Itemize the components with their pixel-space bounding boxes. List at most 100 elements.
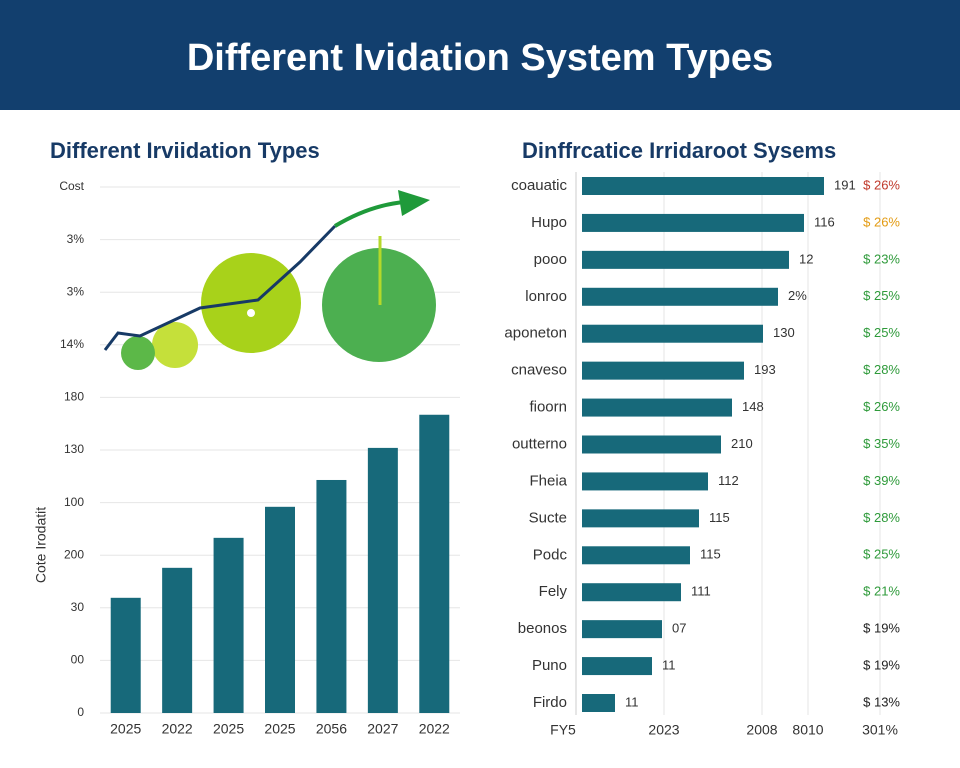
x-tick-label: 2022 (419, 721, 450, 737)
price-label: $ 13% (863, 694, 900, 709)
y-tick-label: aponeton (504, 325, 567, 342)
bubble (121, 336, 155, 370)
price-label: $ 39% (863, 473, 900, 488)
price-label: $ 28% (863, 362, 900, 377)
bar-label: 12 (799, 251, 813, 266)
y-tick-label: 130 (64, 442, 84, 456)
bar (582, 361, 744, 380)
bar-label: 11 (662, 658, 676, 673)
bar-label: 130 (773, 325, 795, 340)
decor-dot (247, 309, 255, 317)
bar (582, 583, 681, 602)
x-tick-label: 2022 (162, 721, 193, 737)
trend-arrow (333, 200, 406, 228)
y-tick-label: Podc (533, 546, 568, 563)
x-tick-label: 8010 (792, 722, 823, 738)
bar (582, 287, 778, 306)
bar (213, 537, 244, 713)
y-tick-label: 0 (77, 705, 84, 719)
y-tick-label: 180 (64, 390, 84, 404)
y-tick-label: 200 (64, 547, 84, 561)
bar (162, 567, 193, 713)
price-label: $ 19% (863, 658, 900, 673)
price-label: $ 19% (863, 621, 900, 636)
bar (582, 177, 824, 195)
x-tick-label: 2023 (648, 722, 679, 738)
x-tick-label: 2025 (110, 721, 141, 737)
x-tick-label: 2025 (264, 721, 295, 737)
bar-label: 115 (700, 547, 721, 562)
bar-label: 112 (718, 473, 739, 488)
x-tick-label: 301% (862, 722, 898, 738)
y-tick-label: 14% (60, 337, 84, 351)
price-label: $ 25% (863, 547, 900, 562)
y-tick-label: Hupo (531, 214, 567, 231)
y-tick-label: fioorn (529, 399, 567, 416)
y-tick-label: cnaveso (511, 362, 567, 379)
bar-label: 210 (731, 436, 753, 451)
y-tick-label: 00 (71, 653, 85, 667)
price-label: $ 28% (863, 510, 900, 525)
price-label: $ 26% (863, 399, 900, 414)
bar (419, 414, 450, 713)
bar (582, 620, 662, 639)
chart-title: Dinffrcatice Irridaroot Sysems (522, 138, 836, 163)
bar (582, 398, 732, 417)
y-tick-label: Puno (532, 657, 567, 674)
bar (582, 509, 699, 528)
bar-label: 2% (788, 288, 807, 303)
header-band (0, 0, 960, 110)
bar (582, 472, 708, 491)
price-label: $ 26% (863, 177, 900, 192)
y-tick-label: Fely (539, 583, 568, 600)
bar (316, 479, 347, 713)
bar-label: 111 (691, 584, 711, 599)
bubble (152, 322, 198, 368)
price-label: $ 26% (863, 214, 900, 229)
decoration (103, 190, 436, 370)
x-tick-label: 2056 (316, 721, 347, 737)
page-title: Different Ividation System Types (187, 37, 773, 79)
bar-label: 116 (814, 214, 835, 229)
bar (582, 213, 804, 232)
price-label: $ 21% (863, 584, 900, 599)
y-tick-label: pooo (534, 251, 567, 268)
bar (582, 250, 789, 269)
price-label: $ 35% (863, 436, 900, 451)
x-tick-label: 2027 (367, 721, 398, 737)
price-label: $ 23% (863, 251, 900, 266)
bar (582, 324, 763, 343)
x-tick-label: FY5 (550, 722, 576, 738)
bar-label: 11 (625, 694, 639, 709)
bar (367, 447, 398, 713)
bar-label: 191 (834, 177, 856, 192)
price-label: $ 25% (863, 325, 900, 340)
bar-label: 115 (709, 510, 730, 525)
bar-label: 193 (754, 362, 776, 377)
bar (582, 657, 652, 676)
bar (110, 597, 141, 713)
trend-line (103, 224, 337, 351)
bar (582, 546, 690, 565)
bar-label: 07 (672, 621, 686, 636)
y-tick-label: Cost (59, 179, 84, 193)
y-tick-label: outterno (512, 435, 567, 452)
y-tick-label: 100 (64, 495, 84, 509)
y-tick-label: 3% (67, 232, 85, 246)
y-tick-label: Sucte (529, 509, 567, 526)
y-tick-label: lonroo (525, 288, 567, 305)
bar (265, 506, 295, 713)
y-tick-label: 30 (71, 600, 85, 614)
bubble (201, 253, 301, 353)
y-tick-label: Firdo (533, 694, 567, 711)
bar-label: 148 (742, 399, 764, 414)
y-tick-label: coauatic (511, 177, 567, 194)
bar (582, 694, 615, 712)
bar (582, 435, 721, 454)
y-tick-label: beonos (518, 620, 567, 637)
y-axis-label: Cote Irodatit (33, 507, 49, 583)
y-tick-label: 3% (67, 284, 85, 298)
y-tick-label: Fheia (529, 472, 567, 489)
x-tick-label: 2008 (746, 722, 777, 738)
